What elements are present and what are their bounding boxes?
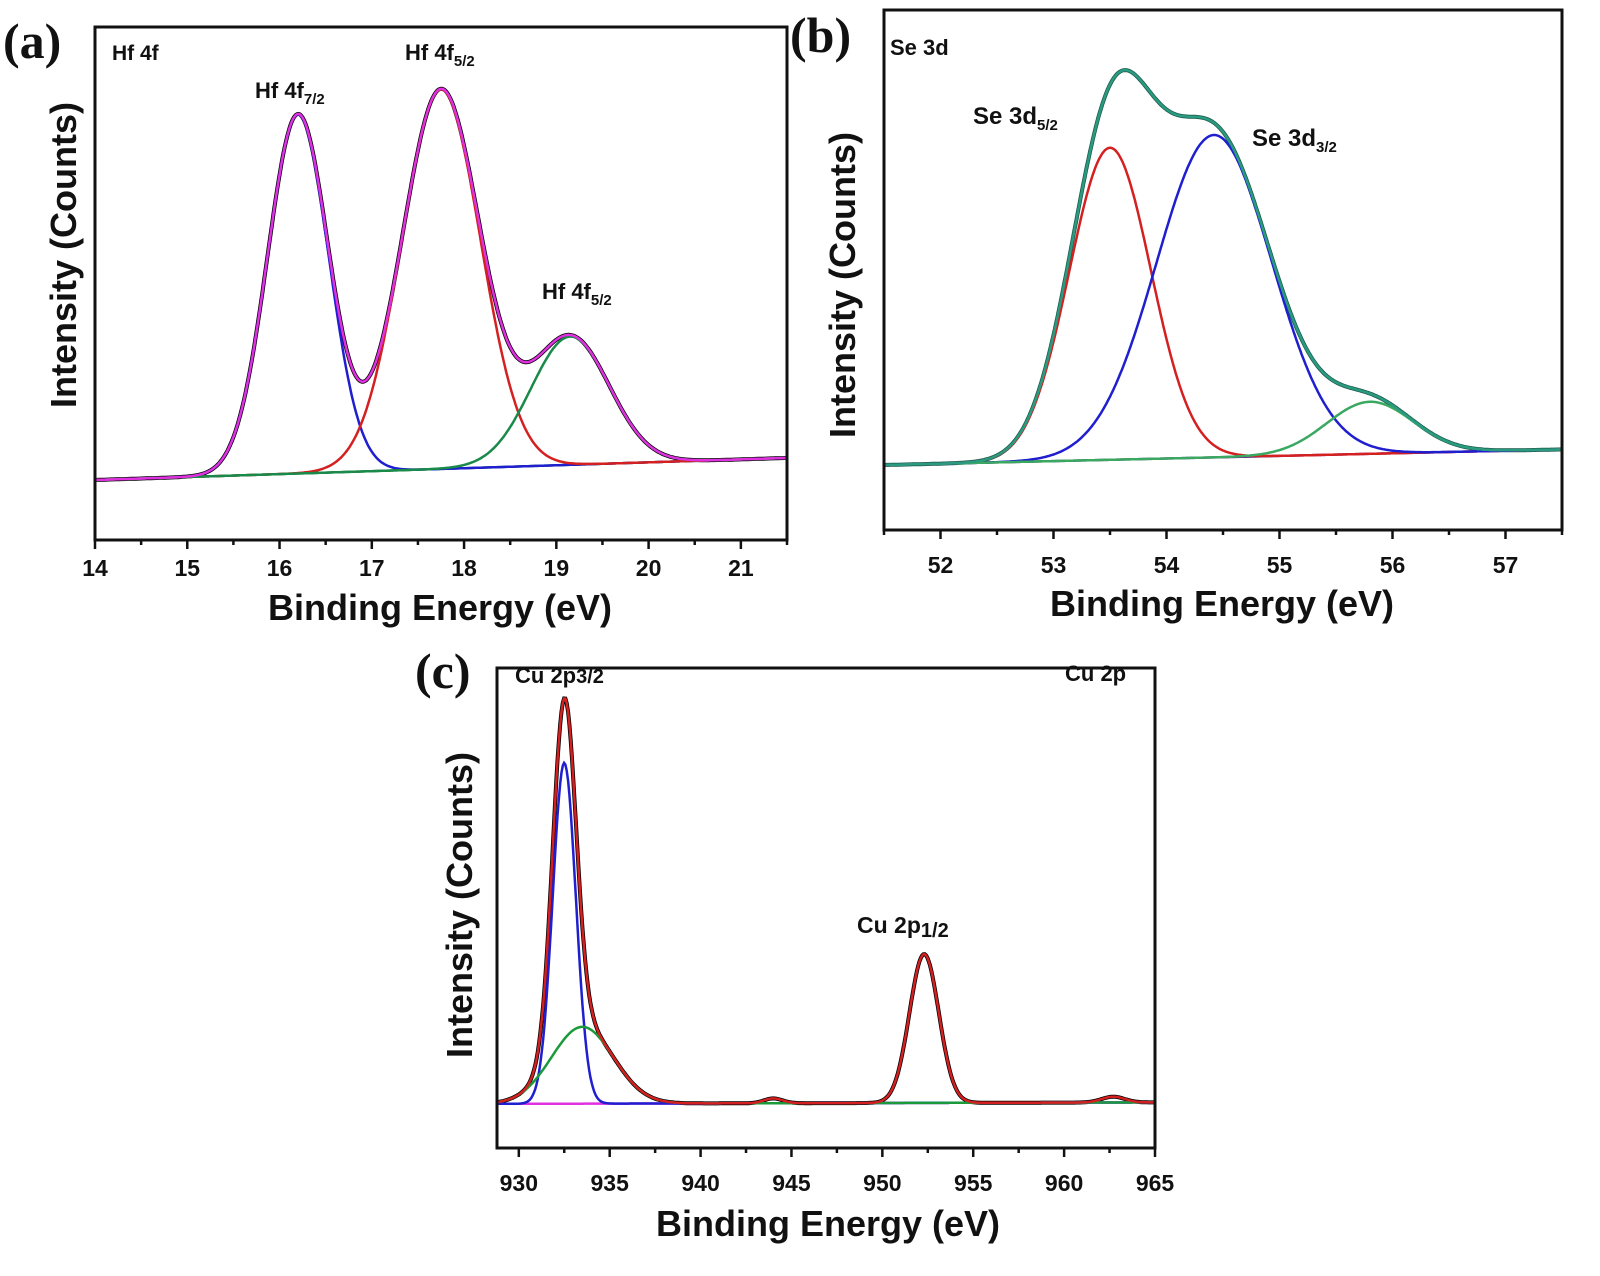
x-tick-label: 55 — [1267, 552, 1293, 578]
series-component-peak-1 — [497, 760, 1155, 1106]
plot-area — [95, 86, 787, 482]
series-fit-envelope — [95, 87, 787, 482]
annotation-text: Se 3d — [1252, 125, 1316, 152]
panel-title-hf-4f: Hf 4f — [112, 42, 160, 65]
panel-a-hf-4f: (a) Hf 4f Hf 4f7/2 Hf 4f5/2 Hf 4f5/2 Bin… — [3, 13, 789, 628]
x-tick-label: 18 — [451, 555, 477, 581]
plot-area — [497, 696, 1155, 1106]
x-axis-title: Binding Energy (eV) — [656, 1203, 1000, 1244]
panel-b-se-3d: (b) Se 3d Se 3d5/2 Se 3d3/2 Binding Ener… — [790, 7, 1564, 624]
y-axis-title: Intensity (Counts) — [439, 752, 480, 1058]
annotation-text: Hf 4f — [255, 78, 305, 103]
x-tick-label: 16 — [267, 555, 293, 581]
x-tick-label: 52 — [928, 552, 954, 578]
annotation-sub: 5/2 — [454, 53, 475, 70]
panel-title-se-3d: Se 3d — [890, 35, 949, 60]
series-component-peak-2 — [884, 133, 1562, 467]
annotation-se-3d52: Se 3d5/2 — [973, 103, 1058, 134]
annotation-sub: 1/2 — [921, 920, 949, 942]
x-axis-title: Binding Energy (eV) — [1050, 583, 1394, 624]
x-tick-label: 21 — [728, 555, 754, 581]
x-tick-label: 19 — [544, 555, 570, 581]
x-tick-label: 935 — [591, 1170, 630, 1196]
annotation-text: Cu 2p — [857, 912, 921, 938]
annotation-sub: 5/2 — [591, 292, 612, 309]
x-tick-label: 17 — [359, 555, 385, 581]
series-component-peak-2 — [95, 88, 787, 482]
x-tick-label: 960 — [1045, 1170, 1083, 1196]
annotation-sub: 5/2 — [1037, 117, 1058, 134]
panel-label-b: (b) — [790, 7, 851, 63]
annotation-text: Hf 4f — [405, 40, 455, 65]
x-tick-label: 57 — [1493, 552, 1519, 578]
x-tick-label: 955 — [954, 1170, 993, 1196]
annotation-hf-4f52: Hf 4f5/2 — [405, 40, 475, 70]
series-measured-data — [95, 86, 787, 482]
series-component-peak-3 — [884, 400, 1562, 467]
y-axis-title: Intensity (Counts) — [43, 102, 84, 408]
panel-c-cu-2p: (c) Cu 2p Cu 2p 3/2 Cu 2p1/2 Binding Ener… — [415, 643, 1174, 1244]
x-axis-title: Binding Energy (eV) — [268, 587, 612, 628]
x-tick-label: 56 — [1380, 552, 1406, 578]
series-fit-envelope — [497, 697, 1155, 1105]
x-tick-label: 54 — [1154, 552, 1180, 578]
annotation-sub: 3/2 — [576, 666, 604, 688]
panel-label-a: (a) — [3, 13, 61, 69]
annotation-se-3d32: Se 3d3/2 — [1252, 125, 1337, 156]
annotation-sub: 3/2 — [1316, 139, 1337, 156]
x-tick-label: 14 — [82, 555, 108, 581]
annotation-text: Se 3d — [973, 103, 1037, 130]
x-tick-label: 53 — [1041, 552, 1067, 578]
plot-frame — [93, 25, 789, 542]
x-tick-label: 940 — [681, 1170, 719, 1196]
x-tick-label: 20 — [636, 555, 662, 581]
annotation-text: Hf 4f — [542, 279, 592, 304]
y-axis-title: Intensity (Counts) — [822, 132, 863, 438]
series-component-peak-1 — [95, 113, 787, 482]
series-component-peak-1 — [884, 146, 1562, 467]
panel-label-c: (c) — [415, 643, 471, 699]
annotation-hf-4f52-second: Hf 4f5/2 — [542, 279, 612, 309]
x-tick-label: 930 — [500, 1170, 538, 1196]
plot-frame — [495, 666, 1157, 1150]
series-fit-envelope — [884, 68, 1562, 467]
panel-title-cu-2p: Cu 2p — [1065, 661, 1126, 686]
plot-area — [884, 68, 1562, 467]
x-tick-label: 950 — [863, 1170, 901, 1196]
x-tick-label: 945 — [772, 1170, 811, 1196]
annotation-sub: 7/2 — [304, 91, 325, 108]
series-measured-data — [497, 696, 1155, 1106]
x-tick-label: 965 — [1136, 1170, 1175, 1196]
series-component-peak-2 — [497, 1025, 1155, 1105]
x-tick-label: 15 — [174, 555, 200, 581]
annotation-hf-4f72: Hf 4f7/2 — [255, 78, 325, 108]
annotation-cu-2p12: Cu 2p1/2 — [857, 912, 949, 942]
